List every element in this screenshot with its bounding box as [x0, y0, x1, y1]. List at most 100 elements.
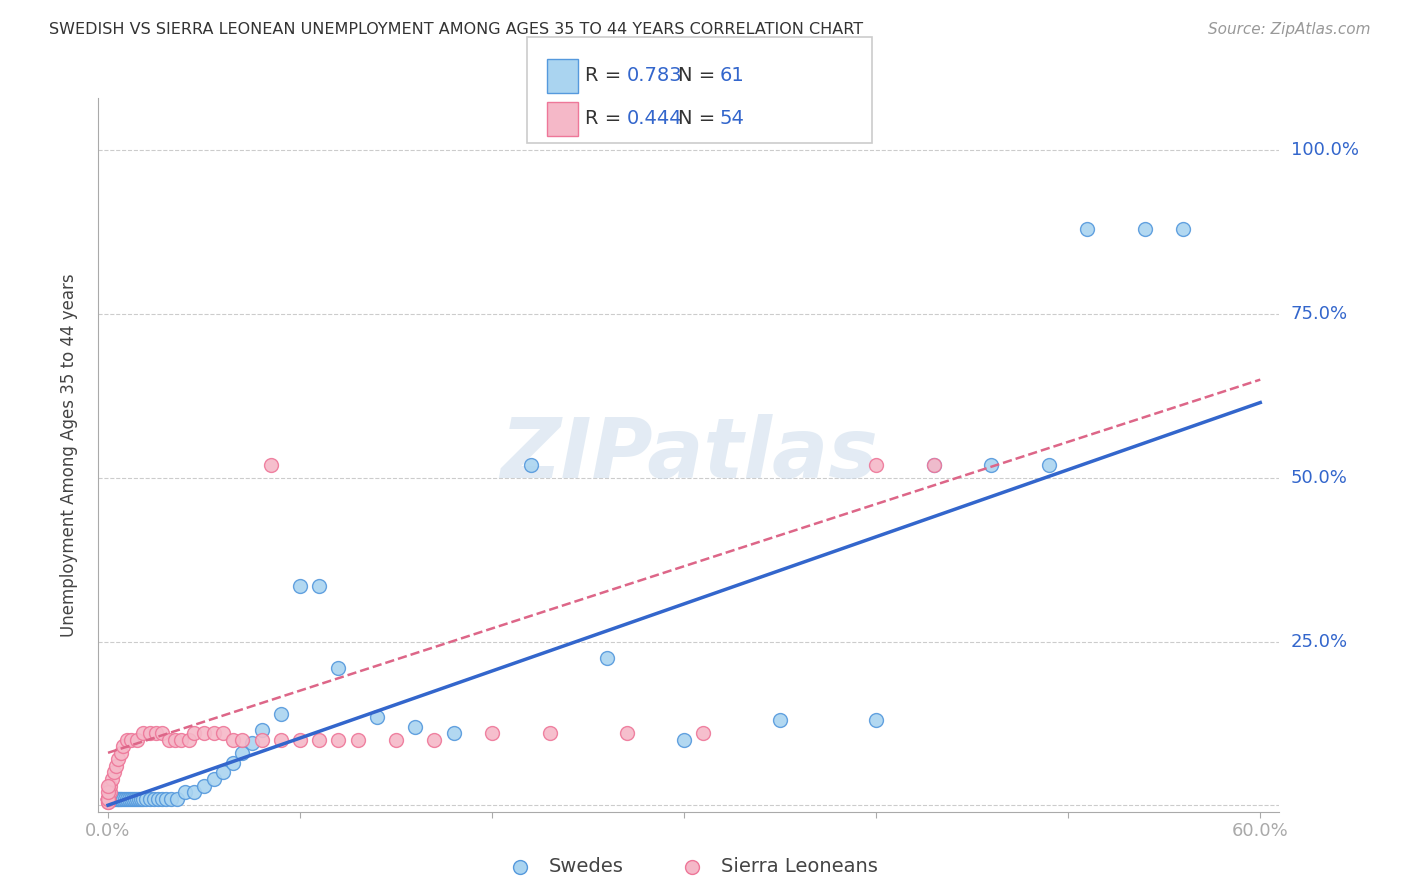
Point: [865, 713, 887, 727]
Point: [101, 772, 124, 786]
Point: [1133, 222, 1156, 236]
Point: [270, 706, 292, 721]
Point: [166, 791, 188, 805]
Point: [231, 732, 253, 747]
Point: [97, 791, 120, 805]
Point: [155, 791, 177, 805]
Point: [104, 759, 127, 773]
Text: R =: R =: [585, 66, 627, 85]
Text: 61: 61: [720, 66, 745, 85]
Point: [692, 726, 714, 740]
Legend: Swedes, Sierra Leoneans: Swedes, Sierra Leoneans: [492, 849, 886, 884]
Point: [125, 791, 148, 805]
Point: [103, 765, 125, 780]
Point: [385, 732, 408, 747]
Text: N =: N =: [678, 110, 721, 128]
Point: [922, 458, 945, 472]
Point: [146, 791, 169, 805]
Text: 0.444: 0.444: [627, 110, 683, 128]
Point: [240, 736, 263, 750]
Text: 50.0%: 50.0%: [1291, 469, 1347, 487]
Point: [212, 726, 235, 740]
Text: Source: ZipAtlas.com: Source: ZipAtlas.com: [1208, 22, 1371, 37]
Point: [107, 791, 129, 805]
Point: [1076, 222, 1098, 236]
Point: [443, 726, 465, 740]
Point: [104, 791, 127, 805]
Point: [97, 791, 120, 805]
Text: SWEDISH VS SIERRA LEONEAN UNEMPLOYMENT AMONG AGES 35 TO 44 YEARS CORRELATION CHA: SWEDISH VS SIERRA LEONEAN UNEMPLOYMENT A…: [49, 22, 863, 37]
Point: [193, 726, 215, 740]
Point: [97, 779, 120, 793]
Point: [922, 458, 945, 472]
Point: [366, 710, 388, 724]
Point: [423, 732, 446, 747]
Point: [98, 779, 121, 793]
Point: [108, 791, 131, 805]
Point: [125, 732, 148, 747]
Point: [120, 791, 142, 805]
Point: [202, 772, 225, 786]
Point: [538, 726, 561, 740]
Point: [250, 723, 273, 737]
Text: 0.783: 0.783: [627, 66, 683, 85]
Point: [250, 732, 273, 747]
Point: [260, 458, 283, 472]
Point: [193, 779, 215, 793]
Point: [150, 791, 173, 805]
Point: [980, 458, 1002, 472]
Point: [150, 726, 173, 740]
Point: [98, 791, 121, 805]
Point: [98, 791, 121, 805]
Point: [97, 791, 120, 805]
Point: [103, 791, 125, 805]
Point: [160, 791, 183, 805]
Point: [97, 795, 120, 809]
Point: [97, 791, 120, 805]
Point: [212, 765, 235, 780]
Text: N =: N =: [678, 66, 721, 85]
Point: [124, 791, 146, 805]
Point: [97, 791, 120, 805]
Point: [145, 726, 167, 740]
Point: [1038, 458, 1060, 472]
Point: [139, 791, 162, 805]
Point: [865, 458, 887, 472]
Point: [112, 739, 135, 754]
Point: [118, 791, 141, 805]
Point: [101, 791, 124, 805]
Point: [97, 791, 120, 805]
Point: [110, 791, 132, 805]
Text: 75.0%: 75.0%: [1291, 305, 1348, 323]
Point: [673, 732, 696, 747]
Point: [519, 458, 541, 472]
Text: 54: 54: [720, 110, 745, 128]
Point: [98, 785, 121, 799]
Text: 25.0%: 25.0%: [1291, 632, 1348, 650]
Point: [170, 732, 193, 747]
Text: 100.0%: 100.0%: [1291, 142, 1358, 160]
Point: [159, 732, 181, 747]
Point: [97, 795, 120, 809]
Point: [270, 732, 292, 747]
Point: [139, 726, 162, 740]
Point: [1173, 222, 1195, 236]
Y-axis label: Unemployment Among Ages 35 to 44 years: Unemployment Among Ages 35 to 44 years: [59, 273, 77, 637]
Point: [115, 732, 138, 747]
Point: [308, 579, 330, 593]
Point: [288, 579, 311, 593]
Point: [183, 785, 205, 799]
Point: [165, 732, 187, 747]
Point: [173, 785, 195, 799]
Point: [97, 791, 120, 805]
Point: [97, 791, 120, 805]
Point: [107, 791, 129, 805]
Point: [110, 746, 132, 760]
Point: [120, 732, 142, 747]
Point: [97, 785, 120, 799]
Text: ZIPatlas: ZIPatlas: [501, 415, 877, 495]
Point: [288, 732, 311, 747]
Text: R =: R =: [585, 110, 627, 128]
Point: [112, 791, 135, 805]
Point: [131, 791, 153, 805]
